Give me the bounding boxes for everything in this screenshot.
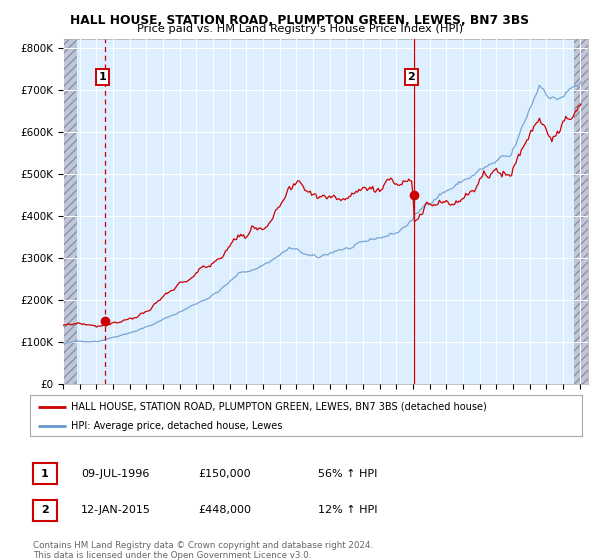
- Bar: [63, 39, 77, 384]
- Text: HALL HOUSE, STATION ROAD, PLUMPTON GREEN, LEWES, BN7 3BS: HALL HOUSE, STATION ROAD, PLUMPTON GREEN…: [71, 14, 530, 27]
- Text: HPI: Average price, detached house, Lewes: HPI: Average price, detached house, Lewe…: [71, 421, 283, 431]
- Text: 12% ↑ HPI: 12% ↑ HPI: [318, 505, 377, 515]
- Text: HALL HOUSE, STATION ROAD, PLUMPTON GREEN, LEWES, BN7 3BS (detached house): HALL HOUSE, STATION ROAD, PLUMPTON GREEN…: [71, 402, 487, 412]
- Text: 2: 2: [41, 505, 49, 515]
- Text: 1: 1: [99, 72, 107, 82]
- Text: 09-JUL-1996: 09-JUL-1996: [81, 469, 149, 479]
- Bar: [574, 39, 588, 384]
- Text: Price paid vs. HM Land Registry's House Price Index (HPI): Price paid vs. HM Land Registry's House …: [137, 24, 463, 34]
- Text: 2: 2: [407, 72, 415, 82]
- Text: £150,000: £150,000: [198, 469, 251, 479]
- Text: 56% ↑ HPI: 56% ↑ HPI: [318, 469, 377, 479]
- Text: 12-JAN-2015: 12-JAN-2015: [81, 505, 151, 515]
- Text: 1: 1: [41, 469, 49, 479]
- Text: £448,000: £448,000: [198, 505, 251, 515]
- Text: Contains HM Land Registry data © Crown copyright and database right 2024.
This d: Contains HM Land Registry data © Crown c…: [33, 541, 373, 560]
